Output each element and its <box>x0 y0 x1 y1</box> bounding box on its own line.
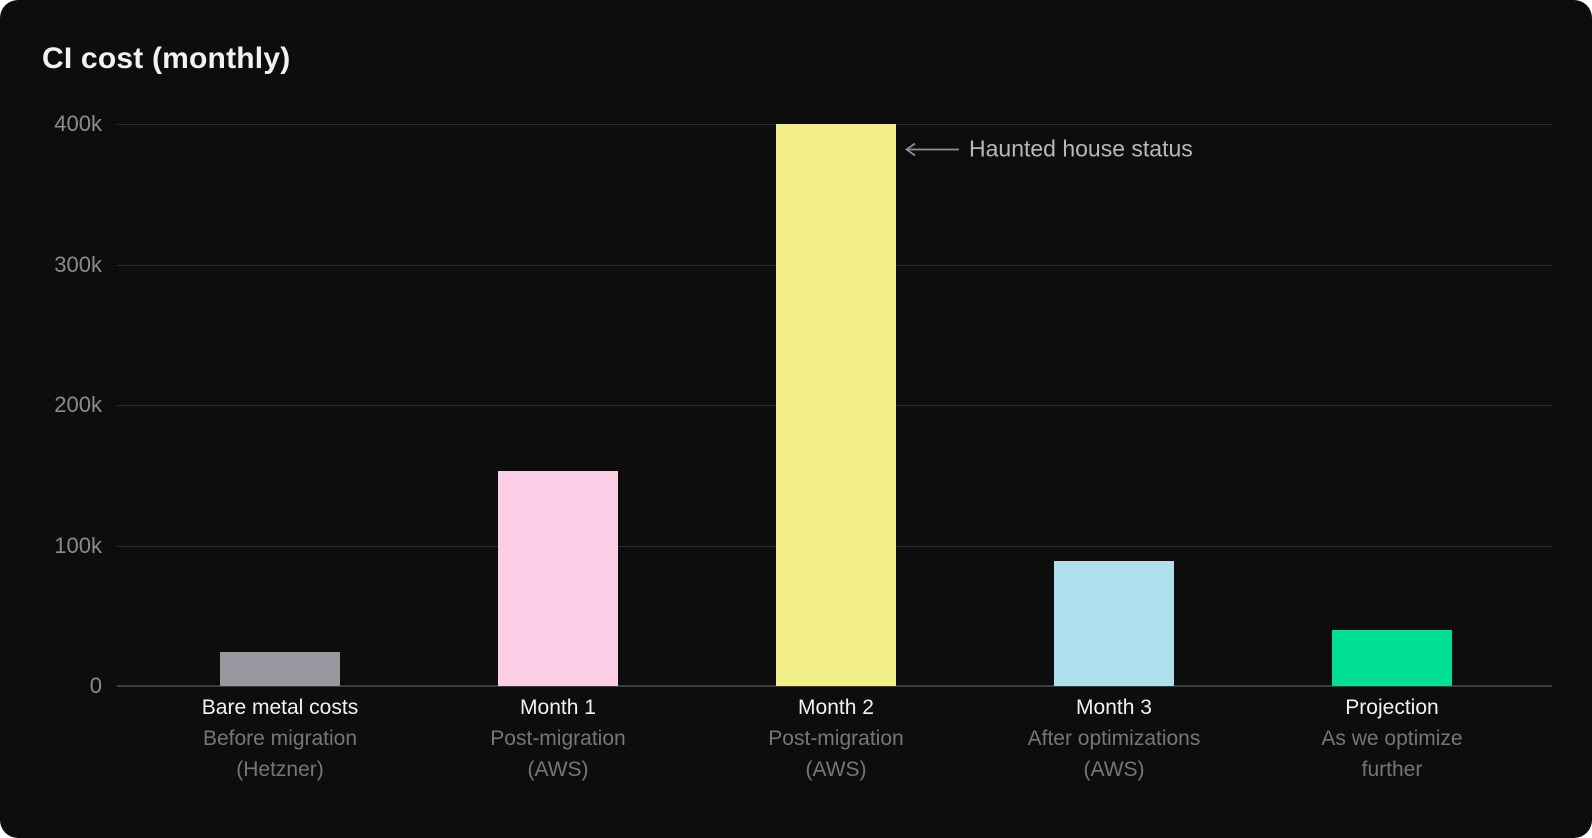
annotation-text: Haunted house status <box>969 135 1193 162</box>
bar-bare-metal-costs <box>220 652 340 686</box>
x-label-month-3: Month 3 After optimizations (AWS) <box>975 692 1253 785</box>
bar-month-1 <box>498 471 618 686</box>
y-tick-400k: 400k <box>54 111 102 136</box>
bar-month-3 <box>1054 560 1174 686</box>
x-label-month-2: Month 2 Post-migration (AWS) <box>697 692 975 785</box>
chart-title: CI cost (monthly) <box>42 42 291 75</box>
plot-area <box>117 124 1552 687</box>
y-tick-100k: 100k <box>54 532 102 558</box>
bar-month-2 <box>776 124 896 686</box>
x-label-subline: (Hetzner) <box>236 758 324 781</box>
x-label-subline: (AWS) <box>805 758 867 781</box>
x-label-category: Month 3 <box>1076 696 1152 719</box>
x-label-subline: further <box>1361 758 1423 781</box>
x-label-category: Bare metal costs <box>201 696 359 719</box>
x-label-subline: (AWS) <box>1083 758 1145 781</box>
annotation: Haunted house status <box>902 136 1193 163</box>
x-label-projection: Projection As we optimize further <box>1253 692 1531 785</box>
x-label-month-1: Month 1 Post-migration (AWS) <box>419 692 697 785</box>
y-tick-200k: 200k <box>54 392 102 417</box>
bar-projection <box>1332 629 1452 686</box>
long-left-arrow-icon <box>905 142 959 156</box>
x-label-subline: (AWS) <box>527 758 589 781</box>
x-axis-line <box>117 685 1552 687</box>
x-label-category: Month 2 <box>798 696 874 719</box>
x-label-subline: After optimizations <box>1027 727 1201 750</box>
x-label-bare-metal-costs: Bare metal costs Before migration (Hetzner… <box>141 692 419 785</box>
x-label-category: Projection <box>1345 696 1439 719</box>
y-tick-0: 0 <box>89 673 102 698</box>
y-tick-300k: 300k <box>54 251 102 277</box>
x-label-subline: Post-migration <box>768 727 904 750</box>
x-label-subline: As we optimize <box>1321 727 1463 750</box>
x-label-category: Month 1 <box>520 696 596 719</box>
x-label-subline: Before migration <box>202 727 358 750</box>
x-label-subline: Post-migration <box>490 727 626 750</box>
